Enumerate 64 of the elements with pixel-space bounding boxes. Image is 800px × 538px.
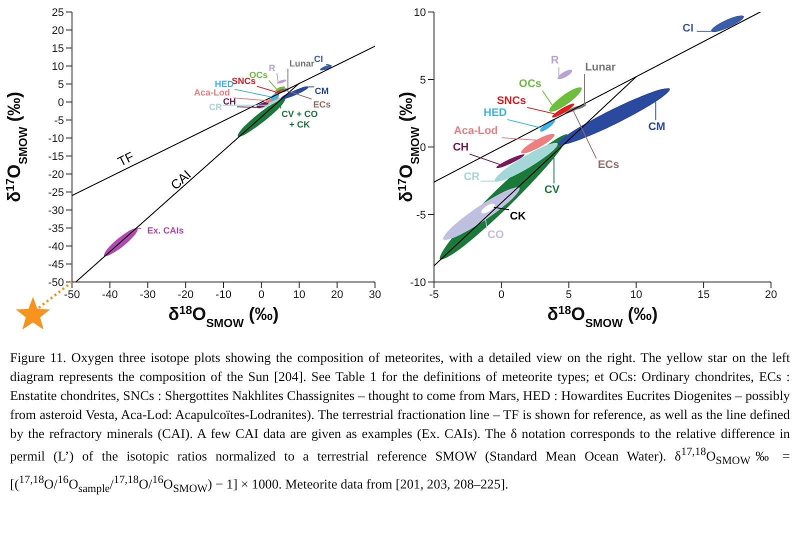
- x-tick-label: 30: [368, 288, 382, 301]
- y-tick-label: -15: [48, 150, 64, 163]
- annotation: Lunar: [585, 61, 616, 74]
- annotation: Aca-Lod: [454, 125, 498, 138]
- annotation: CR: [464, 171, 480, 184]
- x-tick-label: -10: [216, 288, 232, 301]
- annotation: Aca-Lod: [194, 88, 230, 98]
- y-tick-label: -30: [48, 204, 64, 217]
- y-tick-label: -40: [48, 240, 64, 253]
- y-tick-label: 5: [58, 78, 64, 91]
- x-tick-label: 5: [566, 288, 572, 301]
- annotation: CM: [648, 120, 666, 133]
- annotation: CI: [314, 54, 324, 64]
- annotation: ECs: [598, 159, 620, 172]
- annotation: CM: [314, 86, 329, 96]
- x-tick-label: 10: [293, 288, 306, 301]
- x-tick-label: -20: [178, 288, 194, 301]
- annotation: R: [268, 62, 276, 73]
- annotation: CK: [510, 210, 526, 222]
- annotation: HED: [484, 106, 507, 119]
- x-tick-label: 0: [258, 288, 264, 301]
- y-tick-label: -5: [416, 209, 426, 222]
- y-tick-label: 15: [52, 42, 64, 55]
- annotation: CH: [452, 141, 469, 154]
- y-tick-label: -10: [410, 276, 426, 289]
- annotation: CO: [487, 228, 504, 241]
- y-tick-label: 0: [420, 142, 426, 154]
- annotation: CH: [222, 96, 236, 106]
- y-tick-label: 10: [414, 6, 426, 19]
- annotation: CR: [208, 102, 222, 112]
- x-tick-label: -30: [140, 288, 156, 301]
- y-tick-label: 10: [52, 60, 64, 73]
- annotation: R: [550, 54, 559, 67]
- x-tick-label: -5: [429, 288, 439, 301]
- y-tick-label: 20: [52, 24, 64, 37]
- y-tick-label: -25: [48, 186, 64, 199]
- x-axis-title: δ$^{18}$O$_{SMOW}$ (‰): [168, 304, 279, 330]
- x-axis-title: δ$^{18}$O$_{SMOW}$ (‰): [547, 304, 658, 330]
- y-tick-label: -10: [48, 132, 64, 145]
- annotation: SNCs: [496, 94, 526, 107]
- y-tick-label: 5: [420, 74, 426, 86]
- x-tick-label: 15: [697, 288, 710, 301]
- x-tick-label: 10: [630, 288, 642, 301]
- annotation: CAI: [168, 166, 194, 193]
- annotation: OCs: [518, 78, 542, 90]
- y-tick-label: 0: [58, 96, 64, 109]
- annotation: CI: [682, 22, 694, 34]
- y-tick-label: -35: [48, 222, 64, 235]
- y-tick-label: -5: [54, 114, 64, 127]
- y-tick-label: 25: [52, 6, 64, 19]
- annotation: CV: [544, 184, 560, 196]
- text: Figure 11. Oxygen three isotope plots showing the composition of meteorites, with a detailed view on the right. The yellow star on the left diagram represents the composition of the Sun [204]. See Table 1 for the definitions of meteorite types; et OCs: Ordinary chondrites, ECs : Enstatite chondrites, SNCs : Shergottites Nakhlites Chassignites – thought to come from Mars, HED : Howardites Eucrites Diogenites – possibly from asteroid Vesta, Aca-Lod: Acapulcoïtes-Lodranites). The terrestrial fractionation line – TF is shown for reference, as well as the line defined by the refractory minerals (CAI). A few CAI data are given as examples (Ex. CAIs). The δ notation corresponds to the relative difference in permil (L’) of the isotopic ratios normalized to a terrestrial reference SMOW (Standard Mean Ocean Water). δ$^{17,18}$O$_{SMOW}$‰ = [($^{17,18}$O/$^{16}$O$_{sample}$/$^{17,18}$O/$^{16}$O$_{SMOW}$) − 1] × 1000. Meteorite data from [201, 203, 208–225].: [10, 350, 790, 496]
- x-tick-label: 20: [764, 288, 778, 301]
- y-tick-label: -45: [48, 258, 64, 271]
- y-tick-label: -50: [48, 276, 64, 289]
- x-tick-label: 0: [498, 288, 504, 301]
- annotation: Lunar: [289, 58, 315, 68]
- annotation: CV + CO + CK: [282, 108, 318, 130]
- annotation: ECs: [313, 99, 331, 110]
- x-tick-label: -40: [102, 288, 118, 301]
- y-tick-label: -20: [48, 168, 64, 181]
- annotation: TF: [115, 148, 136, 170]
- annotation: Ex. CAIs: [147, 225, 184, 236]
- x-tick-label: 20: [331, 288, 344, 301]
